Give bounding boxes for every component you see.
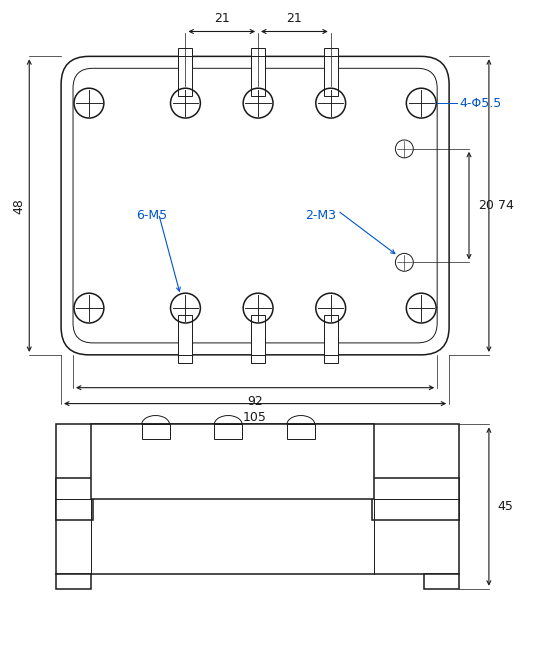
Bar <box>251 315 265 363</box>
Bar <box>373 478 459 520</box>
Bar <box>287 424 315 439</box>
Bar <box>142 424 169 439</box>
Text: 74: 74 <box>498 199 513 212</box>
Text: 92: 92 <box>247 395 263 408</box>
FancyBboxPatch shape <box>61 57 449 355</box>
Text: 21: 21 <box>287 12 302 25</box>
Text: 4-Φ5.5: 4-Φ5.5 <box>459 97 501 110</box>
Bar <box>56 424 459 574</box>
Bar <box>179 315 192 363</box>
Bar <box>56 574 91 589</box>
Bar <box>91 424 374 499</box>
Text: 45: 45 <box>498 500 513 513</box>
Bar <box>56 478 93 520</box>
Bar <box>251 48 265 96</box>
FancyBboxPatch shape <box>73 68 437 343</box>
Bar <box>424 574 459 589</box>
Bar <box>324 48 338 96</box>
Bar <box>179 48 192 96</box>
Bar <box>324 315 338 363</box>
Text: 20: 20 <box>478 199 494 212</box>
Text: 6-M5: 6-M5 <box>136 209 167 222</box>
Text: 21: 21 <box>214 12 230 25</box>
Text: 48: 48 <box>13 198 26 214</box>
Text: 2-M3: 2-M3 <box>305 209 336 222</box>
Bar <box>214 424 242 439</box>
Text: 105: 105 <box>243 411 267 424</box>
